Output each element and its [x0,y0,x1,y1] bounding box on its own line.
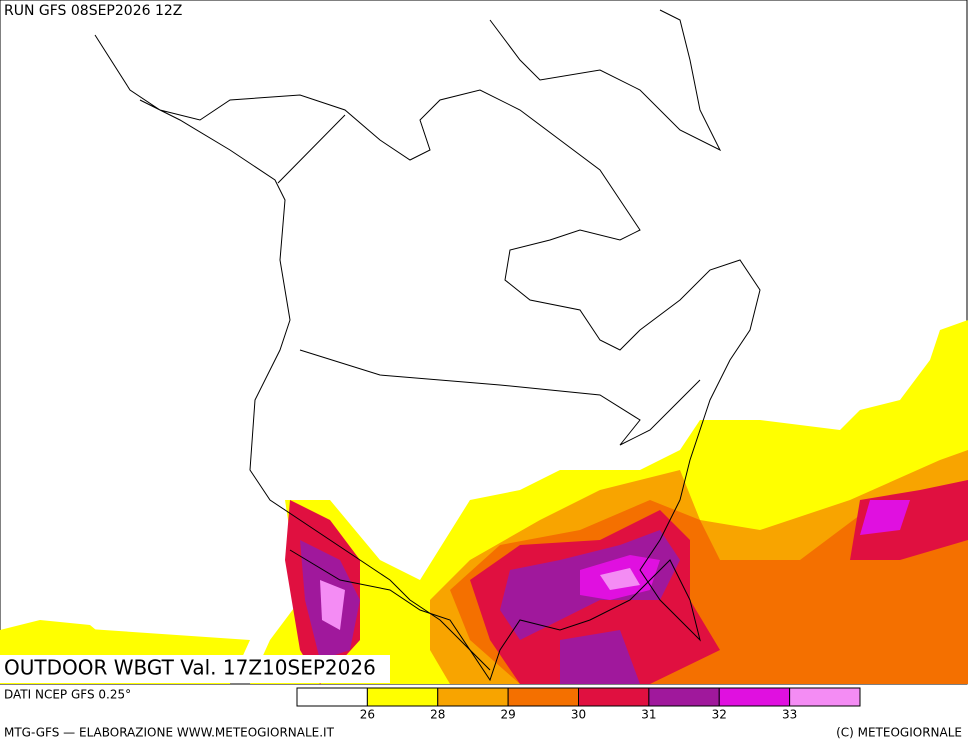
legend-tick-label: 32 [712,708,727,722]
color-legend: 26 28 29 30 31 32 33 [296,687,861,722]
map-panel: OUTDOOR WBGT Val. 17Z10SEP2026 RUN GFS 0… [0,0,968,685]
legend-tick-label: 29 [500,708,515,722]
legend-swatch [648,687,720,707]
legend-tick-label: 28 [430,708,445,722]
title-background [0,655,390,683]
copyright-label: (C) METEOGIORNALE [836,726,962,740]
legend-swatch [296,687,368,707]
legend-tick-label: 26 [360,708,375,722]
map-title: OUTDOOR WBGT Val. 17Z10SEP2026 [4,656,376,680]
legend-tick-label: 31 [641,708,656,722]
legend-swatch [507,687,579,707]
credit-label: MTG-GFS — ELABORAZIONE WWW.METEOGIORNALE… [4,726,335,740]
legend-swatch [789,687,861,707]
legend-swatch [578,687,650,707]
wbgt-field [0,320,968,684]
run-label: RUN GFS 08SEP2026 12Z [4,3,182,19]
legend-swatch [437,687,509,707]
legend-swatch [366,687,439,707]
legend-tick-label: 30 [571,708,586,722]
legend-swatch [718,687,791,707]
coastlines [94,9,761,682]
legend-tick-label: 33 [782,708,797,722]
source-label: DATI NCEP GFS 0.25° [4,688,131,702]
